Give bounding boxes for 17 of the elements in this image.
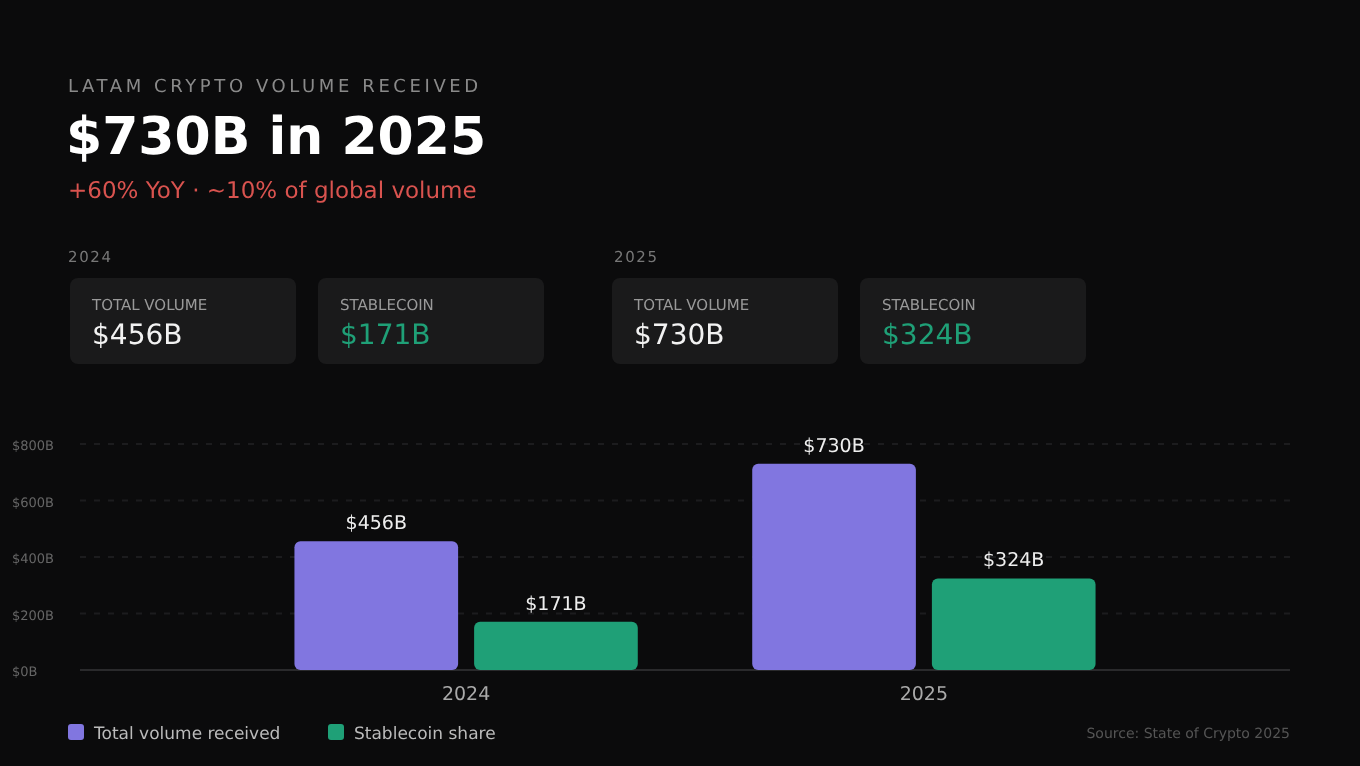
chart-subtitle: +60% YoY · ~10% of global volume bbox=[68, 176, 477, 204]
data-label: $171B bbox=[525, 593, 587, 616]
text: $171B bbox=[340, 320, 431, 352]
text: $324B bbox=[882, 320, 973, 352]
bar bbox=[294, 541, 459, 670]
text: $730B bbox=[634, 320, 725, 352]
legend-label: Stablecoin share bbox=[354, 725, 496, 745]
bar bbox=[931, 578, 1096, 670]
data-label: $324B bbox=[983, 550, 1045, 573]
bar bbox=[752, 463, 916, 670]
data-label: $456B bbox=[345, 513, 407, 536]
legend-label: Total volume received bbox=[92, 725, 281, 745]
chart-title: $730B in 2025 bbox=[66, 108, 487, 168]
bar bbox=[474, 621, 638, 670]
text: LATAM CRYPTO VOLUME RECEIVED bbox=[68, 78, 482, 98]
text: $456B bbox=[92, 320, 183, 352]
data-label: $730B bbox=[803, 435, 865, 458]
